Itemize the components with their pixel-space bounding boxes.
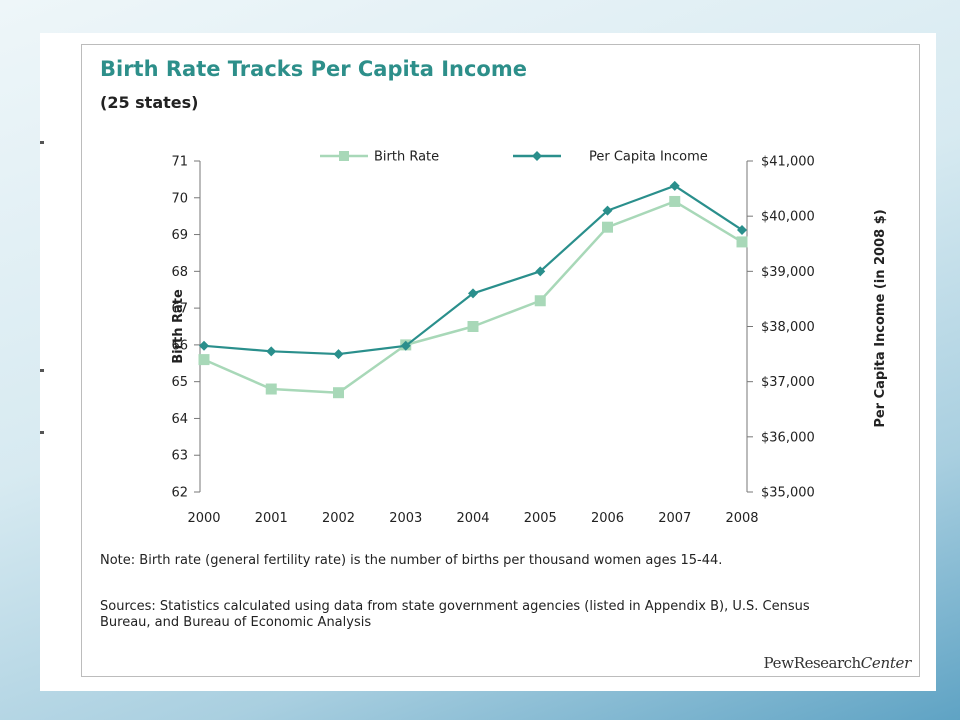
data-point [602, 205, 613, 216]
data-point [737, 224, 747, 235]
legend-marker [339, 151, 349, 161]
data-point [198, 354, 210, 366]
x-tick-label: 2001 [255, 511, 288, 526]
legend-marker [532, 151, 542, 161]
series-birth-rate [198, 195, 748, 399]
x-tick-label: 2006 [591, 511, 624, 526]
data-point [266, 346, 277, 357]
x-tick-label: 2003 [389, 511, 422, 526]
legend-label: Per Capita Income [589, 150, 708, 165]
data-point [535, 266, 546, 277]
left-tick-label: 67 [171, 302, 188, 317]
right-tick-label: $39,000 [761, 265, 815, 280]
data-point [534, 295, 546, 307]
left-tick-label: 70 [171, 191, 188, 206]
right-tick-label: $35,000 [761, 486, 815, 501]
left-tick-label: 64 [171, 412, 188, 427]
line-chart: 71 70 69 68 67 66 65 64 63 62 $41,000 $40,000 $39,00… [171, 150, 888, 527]
x-tick-label: 2005 [524, 511, 557, 526]
chart-axes: 71 70 69 68 67 66 65 64 63 62 $41,000 $40,000 $39,00… [171, 155, 888, 527]
x-tick-label: 2000 [187, 511, 220, 526]
right-tick-label: $41,000 [761, 155, 815, 170]
chart-sources: Sources: Statistics calculated using dat… [100, 599, 810, 630]
data-point [602, 221, 613, 233]
data-point [467, 321, 479, 332]
right-axis-title: Per Capita Income (in 2008 $) [873, 209, 888, 427]
series-per-capita-income [199, 180, 747, 360]
pew-research-logo: PewResearchCenter [763, 654, 912, 672]
left-tick-label: 63 [171, 449, 188, 464]
left-axis-title: Birth Rate [171, 289, 186, 364]
slide: Birth Rate Tracks Per Capita Income (25 … [40, 33, 936, 691]
data-point [333, 387, 344, 399]
data-point [736, 236, 748, 248]
left-tick-label: 65 [171, 375, 188, 390]
right-tick-label: $37,000 [761, 375, 815, 390]
left-tick-label: 71 [171, 155, 188, 170]
right-tick-label: $36,000 [761, 430, 815, 445]
chart-title: Birth Rate Tracks Per Capita Income [100, 57, 527, 81]
data-point [400, 340, 411, 351]
chart-subtitle: (25 states) [100, 93, 199, 112]
data-point [265, 383, 277, 395]
right-tick-label: $40,000 [761, 210, 815, 225]
chart-legend: Birth Rate Per Capita Income [320, 150, 708, 165]
x-tick-label: 2007 [658, 511, 691, 526]
chart-note: Note: Birth rate (general fertility rate… [100, 553, 723, 568]
left-tick-label: 66 [171, 338, 188, 353]
left-tick-label: 69 [171, 228, 188, 243]
x-tick-label: 2008 [725, 511, 758, 526]
right-tick-label: $38,000 [761, 320, 815, 335]
slide-edge-mark [40, 431, 44, 434]
x-tick-label: 2004 [456, 511, 489, 526]
x-tick-label: 2002 [322, 511, 355, 526]
left-tick-label: 68 [171, 265, 188, 280]
chart-series [198, 180, 748, 399]
data-point [669, 195, 681, 207]
data-point [333, 349, 344, 360]
chart-figure: Birth Rate Tracks Per Capita Income (25 … [81, 44, 920, 677]
legend-label: Birth Rate [374, 150, 439, 165]
data-point [669, 180, 680, 191]
slide-edge-mark [40, 369, 44, 372]
data-point [468, 288, 478, 299]
data-point [199, 340, 209, 351]
slide-edge-mark [40, 141, 44, 144]
left-tick-label: 62 [171, 486, 188, 501]
